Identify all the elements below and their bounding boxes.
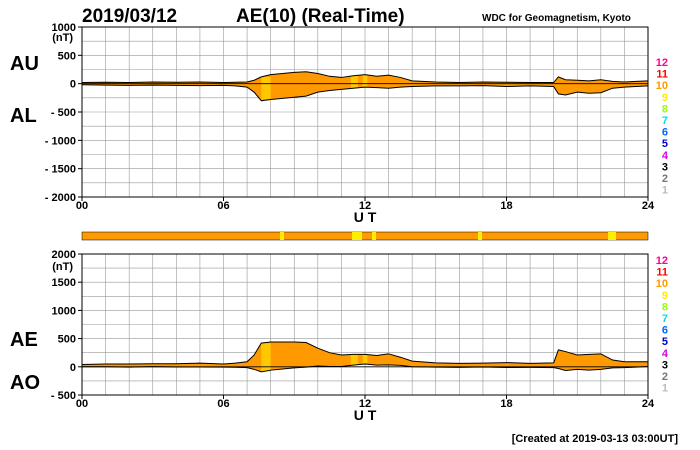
station-strip-highlight [280, 232, 284, 240]
au-al-y-tick-label: - 1000 [45, 135, 76, 147]
station-count-label-8: 8 [662, 301, 668, 313]
institution-label: WDC for Geomagnetism, Kyoto [482, 13, 631, 24]
ae-ao-y-tick-label: 500 [58, 334, 76, 346]
ae-ao-y-tick-label: 1500 [52, 277, 76, 289]
ae-ao-x-tick-label: 18 [500, 398, 512, 410]
station-count-label-7: 7 [662, 115, 668, 127]
al-label: AL [10, 105, 37, 127]
ae-ao-highlight-streak [350, 354, 358, 366]
station-count-label-11: 11 [656, 267, 668, 279]
station-count-label-12: 12 [656, 255, 668, 267]
station-count-label-2: 2 [662, 371, 668, 383]
station-count-label-2: 2 [662, 173, 668, 185]
station-count-label-6: 6 [662, 325, 668, 337]
au-al-x-tick-label: 12 [359, 200, 371, 212]
station-strip-highlight [478, 232, 482, 240]
au-al-x-tick-label: 00 [76, 200, 88, 212]
created-timestamp: [Created at 2019-03-13 03:00UT] [512, 433, 679, 445]
ae-ao-highlight-streak [362, 354, 368, 364]
au-al-x-tick-label: 24 [642, 200, 655, 212]
au-label: AU [10, 53, 39, 75]
ae-ao-x-tick-label: 12 [359, 398, 371, 410]
au-al-y-tick-label: - 1500 [45, 164, 76, 176]
unit-label-top: (nT) [52, 32, 73, 44]
plot-date: 2019/03/12 [82, 6, 177, 27]
ae-ao-series-ae-line [81, 341, 648, 366]
ae-ao-y-tick-label: 1000 [52, 305, 76, 317]
station-count-label-5: 5 [662, 336, 668, 348]
au-al-series-au-line [81, 71, 649, 84]
ae-label: AE [10, 329, 38, 351]
station-count-label-1: 1 [662, 383, 668, 395]
station-count-label-9: 9 [662, 92, 668, 104]
station-count-label-4: 4 [662, 150, 669, 162]
station-strip-highlight [352, 232, 362, 240]
station-count-label-7: 7 [662, 313, 668, 325]
plot-title: AE(10) (Real-Time) [236, 6, 405, 27]
station-count-label-4: 4 [662, 348, 669, 360]
unit-label-bottom: (nT) [52, 261, 73, 273]
station-strip-highlight [372, 232, 376, 240]
au-al-series-al-line [81, 84, 649, 102]
x-axis-title-bottom: U T [354, 407, 377, 423]
ae-ao-x-tick-label: 06 [217, 398, 229, 410]
au-al-x-tick-label: 06 [217, 200, 229, 212]
au-al-y-tick-label: - 2000 [45, 192, 76, 204]
ae-ao-y-tick-label: - 500 [51, 390, 76, 402]
au-al-highlight-streak [362, 74, 368, 88]
station-count-label-9: 9 [662, 290, 668, 302]
au-al-y-tick-label: 1000 [52, 22, 76, 34]
au-al-highlight-streak [350, 75, 358, 89]
au-al-highlight-streak [261, 76, 271, 101]
station-count-label-6: 6 [662, 127, 668, 139]
au-al-y-tick-label: 0 [70, 79, 76, 91]
ae-ao-highlight-streak [261, 343, 271, 372]
x-axis-title-top: U T [354, 209, 377, 225]
station-strip-highlight [608, 232, 616, 240]
ao-label: AO [10, 372, 40, 394]
station-count-label-11: 11 [656, 69, 668, 81]
station-count-label-5: 5 [662, 138, 668, 150]
station-count-label-8: 8 [662, 103, 668, 115]
au-al-y-tick-label: 500 [58, 50, 76, 62]
station-count-label-10: 10 [656, 80, 668, 92]
ae-ao-y-tick-label: 0 [70, 362, 76, 374]
station-count-label-3: 3 [662, 359, 668, 371]
station-count-label-3: 3 [662, 161, 668, 173]
station-strip [81, 231, 649, 241]
station-count-label-10: 10 [656, 278, 668, 290]
au-al-x-tick-label: 18 [500, 200, 512, 212]
ae-ao-y-tick-label: 2000 [52, 249, 76, 261]
station-count-label-1: 1 [662, 185, 668, 197]
station-count-label-12: 12 [656, 57, 668, 69]
ae-ao-x-tick-label: 00 [76, 398, 88, 410]
au-al-y-tick-label: - 500 [51, 107, 76, 119]
ae-ao-x-tick-label: 24 [642, 398, 655, 410]
